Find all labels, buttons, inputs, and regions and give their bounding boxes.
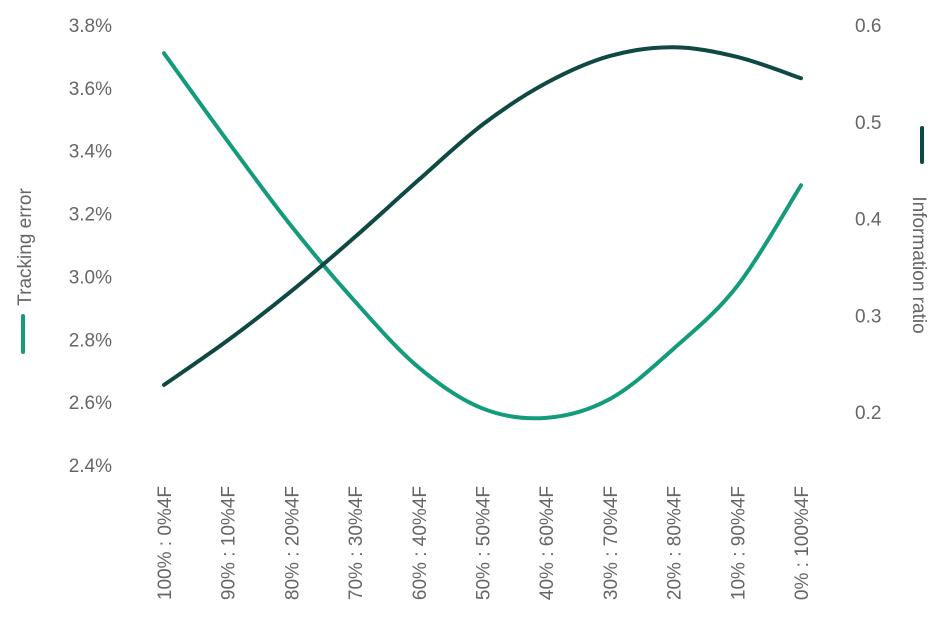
series-layer [162, 45, 803, 421]
x-tick-label: 40% : 60%4F [537, 486, 558, 600]
right-axis-title: Information ratio [908, 196, 929, 333]
x-tick-label: 30% : 70%4F [601, 486, 622, 600]
right-tick-label: 0.4 [855, 210, 882, 231]
x-tick-label: 100% : 0%4F [155, 486, 176, 600]
x-tick-label: 50% : 50%4F [474, 486, 495, 600]
right-axis-title-group: Information ratio [908, 196, 929, 333]
x-tick-label: 90% : 10%4F [219, 486, 240, 600]
right-tick-label: 0.2 [855, 403, 881, 424]
left-tick-label: 3.8% [69, 16, 112, 37]
right-tick-label: 0.5 [855, 113, 881, 134]
x-tick-label: 80% : 20%4F [282, 486, 303, 600]
x-tick-label: 20% : 80%4F [665, 486, 686, 600]
information-ratio-series-line [162, 45, 803, 387]
right-tick-label: 0.3 [855, 306, 881, 327]
left-axis-ticks: 2.4% 2.6% 2.8% 3.0% 3.2% 3.4% 3.6% 3.8% [69, 16, 112, 477]
left-tick-label: 3.6% [69, 79, 112, 100]
tracking-error-series-line [162, 51, 803, 421]
x-tick-label: 10% : 90%4F [728, 486, 749, 600]
x-tick-label: 70% : 30%4F [346, 486, 367, 600]
x-tick-label: 60% : 40%4F [410, 486, 431, 600]
left-tick-label: 3.0% [69, 267, 112, 288]
x-axis-ticks: 100% : 0%4F 90% : 10%4F 80% : 20%4F 70% : 3… [155, 486, 813, 600]
left-axis-title-group: Tracking error [15, 188, 36, 306]
left-tick-label: 3.4% [69, 142, 112, 163]
right-axis-ticks: 0.2 0.3 0.4 0.5 0.6 [855, 16, 882, 424]
x-tick-label: 0% : 100%4F [792, 486, 813, 600]
left-tick-label: 2.8% [69, 330, 112, 351]
left-tick-label: 2.6% [69, 393, 112, 414]
left-tick-label: 3.2% [69, 205, 112, 226]
left-axis-title: Tracking error [15, 188, 36, 306]
right-tick-label: 0.6 [855, 16, 881, 37]
left-tick-label: 2.4% [69, 456, 112, 477]
